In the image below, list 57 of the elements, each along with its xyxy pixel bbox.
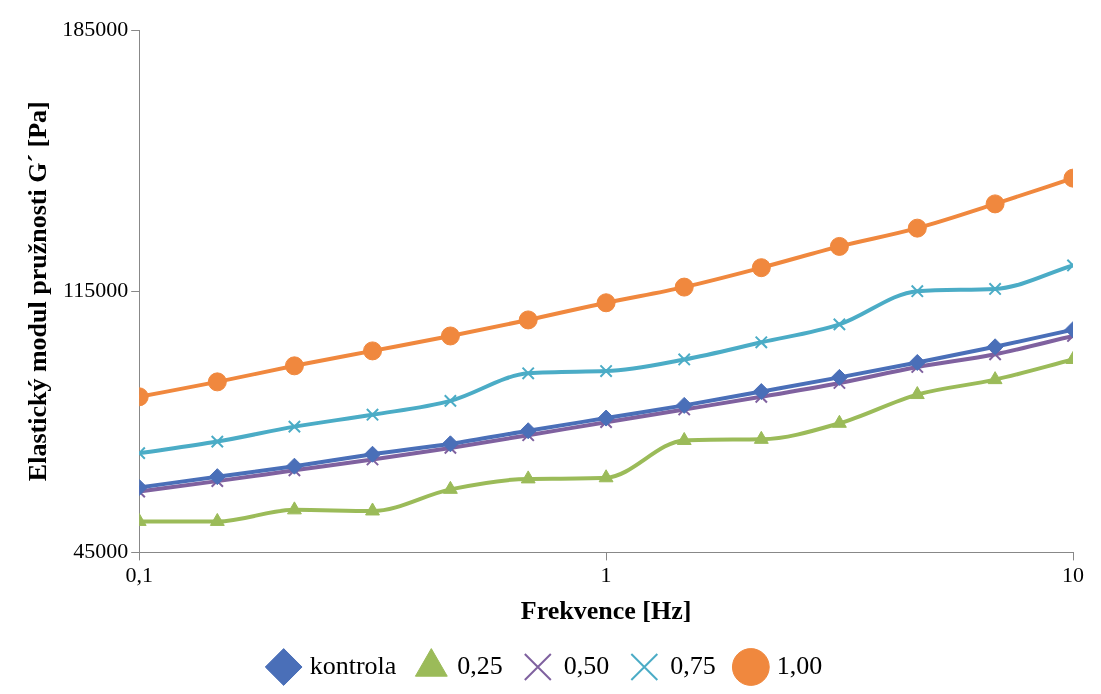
point — [596, 293, 616, 313]
point — [677, 352, 691, 367]
point — [286, 501, 302, 515]
x-tick-label: 1 — [600, 562, 612, 588]
point — [285, 457, 303, 475]
x-tick-label: 10 — [1062, 562, 1084, 588]
x-axis-title: Frekvence [Hz] — [520, 596, 692, 626]
y-tick-label: 45000 — [73, 538, 129, 564]
point — [985, 194, 1005, 214]
point — [287, 419, 302, 434]
x-tick-label: 0,1 — [125, 562, 153, 588]
point — [907, 218, 927, 238]
point — [751, 258, 771, 278]
point — [365, 408, 380, 422]
point — [754, 335, 768, 349]
point — [676, 431, 692, 445]
point — [829, 236, 849, 256]
point — [520, 470, 536, 484]
point — [284, 356, 304, 376]
point — [210, 434, 224, 449]
point — [598, 469, 614, 483]
point — [443, 394, 458, 408]
point — [752, 383, 770, 401]
point — [440, 326, 460, 346]
point — [441, 435, 459, 453]
point — [908, 353, 926, 371]
point — [832, 317, 847, 332]
point — [831, 414, 847, 428]
point — [988, 282, 1002, 296]
legend-label: 1,00 — [776, 650, 823, 680]
point — [986, 338, 1004, 356]
legend-label: 0,50 — [563, 650, 610, 680]
point — [599, 364, 613, 378]
legend-label: 0,75 — [670, 650, 716, 680]
point — [830, 368, 848, 386]
point — [597, 409, 615, 427]
point — [675, 396, 693, 414]
point — [519, 422, 537, 440]
point — [442, 480, 458, 494]
point — [364, 445, 381, 463]
point — [674, 277, 694, 297]
y-axis-title: Elastický modul pružnosti G´ [Pa] — [23, 101, 53, 482]
point — [209, 512, 225, 526]
point — [909, 386, 925, 400]
point — [987, 371, 1003, 385]
point — [910, 284, 924, 298]
point — [753, 430, 769, 444]
point — [518, 310, 538, 330]
y-tick-label: 115000 — [63, 276, 129, 302]
y-tick-label: 185000 — [62, 15, 129, 41]
point — [521, 366, 535, 380]
legend-label: kontrola — [309, 650, 397, 680]
legend-label: 0,25 — [457, 650, 503, 680]
point — [208, 468, 226, 486]
point — [365, 502, 380, 516]
point — [207, 372, 227, 392]
point — [363, 341, 382, 361]
